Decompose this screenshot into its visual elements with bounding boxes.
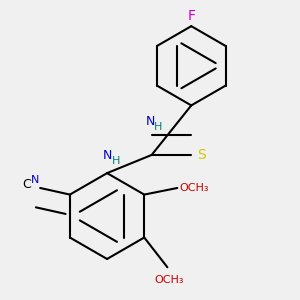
Text: H: H	[154, 122, 162, 132]
Text: OCH₃: OCH₃	[179, 183, 208, 193]
Text: S: S	[197, 148, 206, 162]
Text: C: C	[22, 178, 31, 191]
Text: N: N	[145, 116, 155, 128]
Text: H: H	[112, 156, 120, 166]
Text: N: N	[103, 149, 112, 162]
Text: N: N	[31, 175, 39, 185]
Text: OCH₃: OCH₃	[154, 275, 184, 285]
Text: F: F	[187, 9, 195, 23]
